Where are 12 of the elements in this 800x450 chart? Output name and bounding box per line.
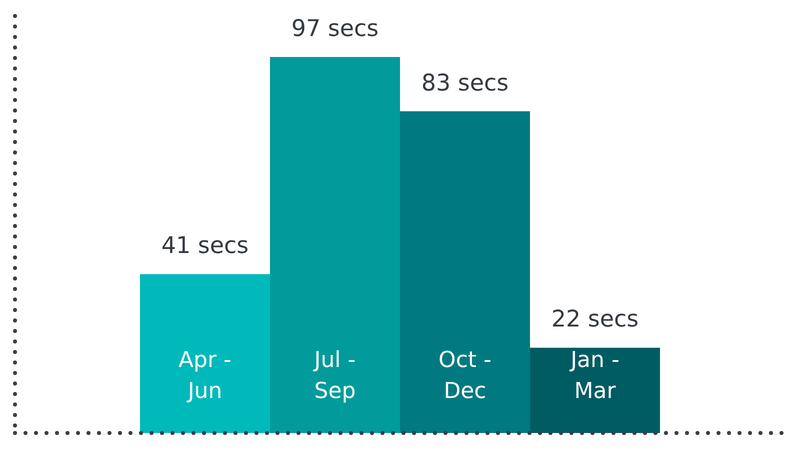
- data-label: 41 secs: [161, 233, 249, 260]
- data-label: 97 secs: [291, 16, 379, 42]
- bar: [270, 57, 400, 433]
- bar: [530, 348, 660, 433]
- x-tick-label: Oct - Dec: [438, 348, 492, 404]
- x-tick-label: Apr - Jun: [178, 348, 232, 404]
- x-tick-label: Jul - Sep: [312, 348, 356, 404]
- x-tick-label: Jan - Mar: [568, 348, 620, 404]
- bar: [400, 111, 530, 433]
- bar: [140, 274, 270, 433]
- data-label: 83 secs: [421, 70, 509, 96]
- data-label: 22 secs: [551, 306, 639, 333]
